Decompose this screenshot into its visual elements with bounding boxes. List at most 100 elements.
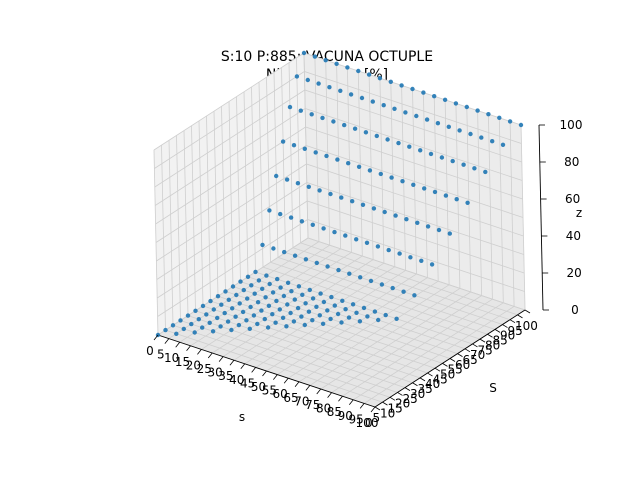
data-point [386, 247, 391, 253]
data-point [287, 104, 293, 110]
x-tick-label: 0 [146, 344, 154, 358]
data-point [170, 323, 176, 328]
data-point [377, 76, 383, 81]
data-point [270, 290, 276, 295]
data-point [411, 182, 416, 187]
data-point [301, 50, 307, 56]
data-point [306, 309, 312, 314]
data-point [370, 99, 375, 104]
y-tick-label: 0 [365, 416, 373, 430]
data-point [361, 305, 367, 311]
data-point [338, 88, 343, 94]
grid-line-z [156, 200, 525, 299]
data-point [267, 208, 272, 213]
data-point [320, 115, 325, 121]
data-point [432, 94, 437, 99]
x-tick-label: 60 [273, 387, 288, 401]
data-point [490, 139, 495, 144]
x-tick-mark [240, 363, 246, 370]
y-tick-mark [517, 314, 523, 319]
data-point [255, 300, 261, 305]
data-point [313, 150, 318, 155]
grid-line-z [154, 108, 523, 206]
data-point [274, 298, 279, 304]
data-point [347, 271, 352, 276]
data-point [393, 213, 398, 218]
grid-line-z [155, 126, 523, 225]
x-tick-label: 75 [305, 398, 320, 412]
z-tick-label: 40 [566, 229, 581, 243]
data-point [428, 151, 434, 157]
grid-line-z [157, 237, 526, 336]
y-tick-label: 65 [463, 353, 478, 367]
data-point [343, 307, 348, 312]
data-point [289, 289, 294, 294]
data-point [415, 220, 420, 225]
data-point [292, 253, 298, 258]
data-point [407, 144, 412, 149]
data-point [284, 324, 289, 329]
y-tick-label: 20 [395, 397, 410, 411]
data-point [397, 251, 402, 256]
data-point [419, 258, 424, 263]
data-point [309, 112, 314, 117]
data-point [442, 97, 448, 103]
data-point [215, 315, 220, 321]
data-point [356, 164, 362, 169]
data-point [230, 306, 235, 311]
x-tick-label: 65 [283, 391, 298, 405]
y-tick-label: 95 [508, 324, 523, 338]
data-point [200, 303, 206, 309]
y-tick-mark [479, 338, 486, 343]
data-point [222, 310, 227, 316]
data-point [207, 320, 212, 325]
data-point [364, 240, 370, 245]
grid-line-S-floor [277, 257, 496, 330]
data-point [234, 292, 239, 298]
data-point [367, 168, 373, 173]
data-point [215, 294, 221, 299]
data-point [253, 269, 258, 275]
y-tick-mark [457, 353, 463, 357]
x-tick-label: 95 [349, 412, 364, 426]
data-point [378, 171, 383, 177]
data-point [354, 310, 359, 315]
data-point [306, 184, 311, 189]
data-point [429, 262, 435, 267]
data-point [288, 310, 293, 316]
data-point [312, 54, 318, 59]
data-point [479, 135, 484, 140]
data-point [236, 322, 242, 328]
data-point [291, 143, 297, 148]
data-point [453, 101, 459, 106]
data-point [339, 320, 344, 325]
x-tick-mark [294, 381, 300, 388]
y-tick-label: 45 [433, 372, 448, 386]
y-tick-mark [412, 382, 418, 387]
grid-line-S-floor [292, 247, 511, 321]
data-point [472, 166, 477, 171]
x-tick-mark [283, 377, 289, 384]
data-point [193, 308, 198, 313]
data-point [350, 302, 356, 307]
x-tick-mark [338, 395, 343, 402]
data-point [372, 309, 378, 314]
grid-line-z [154, 71, 522, 169]
x-tick-label: 90 [338, 409, 353, 423]
data-point [271, 246, 276, 251]
data-point [422, 186, 427, 191]
data-point [219, 302, 224, 307]
data-point [345, 65, 350, 70]
y-tick-label: 80 [485, 338, 500, 352]
data-point [314, 304, 319, 309]
grid-line-S-floor [262, 266, 481, 340]
data-point [365, 314, 370, 319]
x-tick-label: 55 [262, 384, 277, 398]
y-tick-label: 5 [373, 411, 381, 425]
grid-line-z [156, 182, 524, 280]
data-point [211, 307, 216, 312]
data-point [225, 319, 231, 324]
data-point [379, 282, 385, 287]
x-tick-mark [273, 374, 278, 380]
data-point [457, 128, 462, 133]
